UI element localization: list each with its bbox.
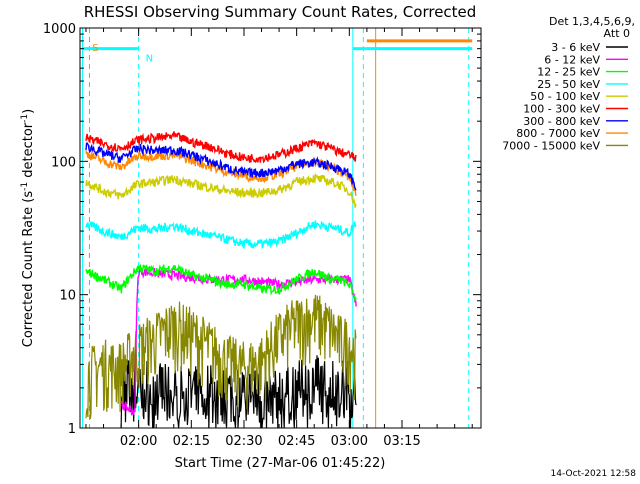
annotation-label: S <box>92 43 98 54</box>
y-tick-label: 1 <box>68 422 76 437</box>
legend-entry-label: 3 - 6 keV <box>551 41 600 54</box>
series-line-3 <box>85 220 357 250</box>
legend-entry-label: 50 - 100 keV <box>530 90 600 103</box>
annotation-label: N <box>146 54 153 65</box>
x-tick-label: 02:15 <box>173 434 210 449</box>
legend-entry-label: 100 - 300 keV <box>523 103 600 116</box>
x-tick-label: 02:00 <box>120 434 157 449</box>
legend-entry-label: 12 - 25 keV <box>537 66 600 79</box>
legend-entry-label: 300 - 800 keV <box>523 115 600 128</box>
legend-header: Att 0 <box>604 27 630 40</box>
y-axis-label-superscript-1: -1 <box>20 182 30 191</box>
timestamp-footer: 14-Oct-2021 12:58 <box>551 469 637 479</box>
y-tick-label: 10 <box>59 289 76 304</box>
x-axis: 02:00 02:15 02:30 02:45 03:00 03:15 <box>85 28 473 449</box>
series-line-4 <box>85 172 357 208</box>
x-tick-label: 03:00 <box>331 434 368 449</box>
y-tick-label: 100 <box>51 155 76 170</box>
annotations: SN <box>92 43 153 65</box>
legend-header: Det 1,3,4,5,6,9, <box>549 15 635 28</box>
legend-entry-label: 25 - 50 keV <box>537 78 600 91</box>
x-axis-label: Start Time (27-Mar-06 01:45:22) <box>175 456 386 471</box>
series-layer <box>85 131 357 429</box>
y-axis-label: Corrected Count Rate (s-1 detector-1) <box>20 109 36 347</box>
legend-entry-label: 800 - 7000 keV <box>516 127 600 140</box>
y-axis-label-end: ) <box>21 109 36 114</box>
indicator-bars <box>82 39 473 51</box>
legend-entry-label: 6 - 12 keV <box>544 53 600 66</box>
series-line-6 <box>85 142 357 191</box>
series-line-8 <box>85 294 357 419</box>
legend-entry-label: 7000 - 15000 keV <box>502 139 600 152</box>
x-tick-label: 02:30 <box>225 434 262 449</box>
series-line-0 <box>120 355 357 429</box>
y-axis-label-main: Corrected Count Rate (s <box>21 191 36 348</box>
x-tick-label: 02:45 <box>278 434 315 449</box>
series-line-7 <box>85 148 357 196</box>
chart-title: RHESSI Observing Summary Count Rates, Co… <box>84 3 477 21</box>
series-line-5 <box>85 131 357 164</box>
y-axis: 1 10 100 1000 <box>43 22 481 437</box>
y-axis-label-middle: detector <box>21 122 36 182</box>
y-tick-label: 1000 <box>43 22 76 37</box>
series-line-2 <box>85 263 357 302</box>
x-tick-label: 03:15 <box>383 434 420 449</box>
y-axis-label-superscript-2: -1 <box>20 114 30 123</box>
plot-frame <box>79 27 482 429</box>
